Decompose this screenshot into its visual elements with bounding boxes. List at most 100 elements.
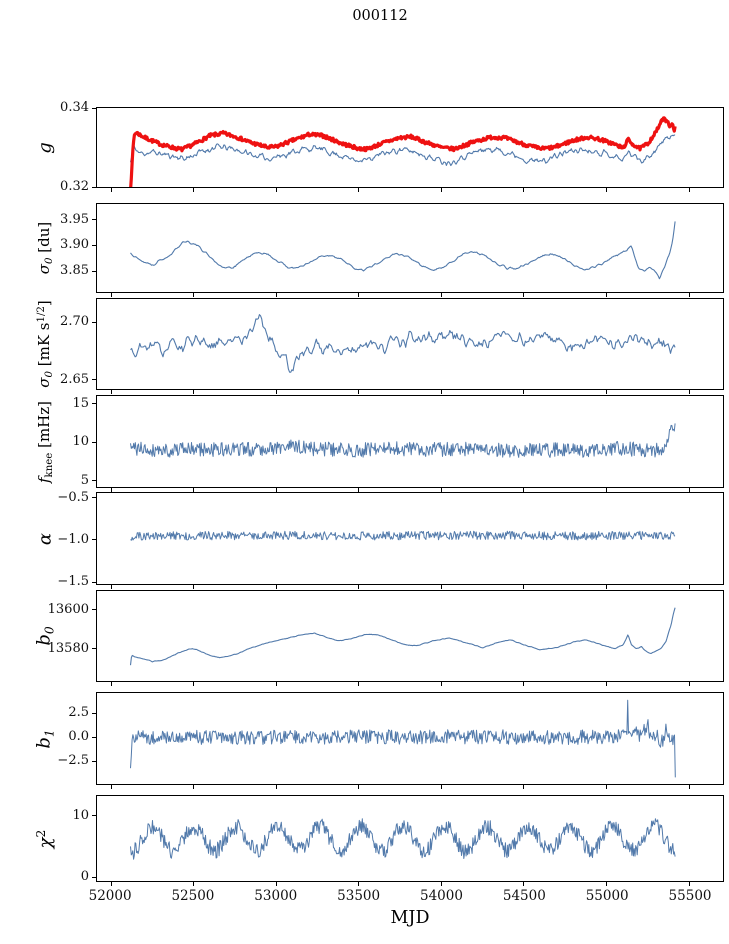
y-tick-label: 10 (72, 434, 89, 450)
y-axis-label-segment: α (34, 532, 56, 545)
y-axis-label-segment: b (33, 736, 55, 749)
x-tick-mark (275, 390, 277, 394)
x-tick-mark (523, 293, 525, 297)
y-axis-label-segment: χ (35, 836, 57, 848)
y-tick-mark (92, 441, 96, 443)
x-tick-mark (110, 488, 112, 492)
y-axis-label-segment: f (34, 476, 53, 483)
y-axis-label-segment: 0 (44, 371, 56, 378)
x-tick-mark (440, 882, 442, 886)
y-tick-label: 0.0 (68, 729, 89, 745)
fknee-series (130, 423, 676, 458)
figure-title: 000112 (352, 8, 408, 24)
x-tick-mark (440, 682, 442, 686)
x-axis-tick-labels: 52000 52500 53000 53500 54000 54500 55000 55500 (89, 888, 724, 906)
x-tick-mark (110, 585, 112, 589)
x-tick-mark (193, 488, 195, 492)
x-tick-mark (606, 785, 608, 789)
x-tick-mark (358, 188, 360, 192)
y-tick-mark (92, 270, 96, 272)
x-tick-label: 54500 (502, 888, 546, 904)
y-tick-mark (92, 107, 96, 109)
y-tick-label: 10 (72, 807, 89, 823)
y-axis-label-segment: 2 (33, 829, 48, 837)
plot-area-b0 (129, 607, 676, 666)
y-tick-mark (92, 581, 96, 583)
y-axis-label-segment: 0 (44, 257, 56, 264)
x-tick-mark (606, 293, 608, 297)
y-axis-label-segment: knee (44, 452, 56, 477)
g-red-series (129, 116, 677, 187)
y-tick-mark (92, 539, 96, 541)
y-axis-label-segment: [mK s (34, 322, 53, 372)
x-tick-mark (110, 785, 112, 789)
x-tick-mark (110, 390, 112, 394)
alpha-series (130, 530, 676, 541)
x-tick-mark (523, 488, 525, 492)
y-tick-mark (92, 219, 96, 221)
x-tick-mark (606, 585, 608, 589)
x-tick-label: 54000 (419, 888, 463, 904)
y-axis-label-segment: 0 (42, 626, 57, 635)
y-tick-label: 2.65 (60, 371, 89, 387)
plot-area-fknee (130, 423, 676, 458)
x-tick-mark (358, 585, 360, 589)
plot-area-chi2 (130, 818, 676, 860)
y-tick-label: 15 (72, 395, 89, 411)
y-tick-mark (92, 480, 96, 482)
x-tick-mark (358, 682, 360, 686)
x-tick-mark (193, 390, 195, 394)
x-tick-mark (688, 188, 690, 192)
x-tick-mark (523, 585, 525, 589)
panel-fknee: 15 10 5 fknee [mHz] (35, 395, 724, 492)
y-tick-label: −1.0 (57, 531, 89, 547)
y-tick-mark (92, 403, 96, 405)
x-tick-mark (523, 882, 525, 886)
x-tick-mark (523, 785, 525, 789)
x-tick-mark (358, 488, 360, 492)
x-tick-label: 53000 (254, 888, 298, 904)
panel-chi2: 10 0 χ2 (34, 795, 724, 886)
plot-area-g (129, 116, 677, 187)
y-tick-label: 2.5 (68, 705, 89, 721)
x-tick-mark (275, 882, 277, 886)
b1-series (130, 699, 676, 778)
x-axis-title: MJD (390, 908, 430, 928)
x-tick-mark (275, 682, 277, 686)
plot-area-b1 (130, 699, 676, 778)
y-tick-label: −1.5 (57, 574, 89, 590)
plot-area-sigma0-mk (130, 314, 676, 373)
b0-series (129, 607, 676, 666)
panel-b1: 2.5 0.0 −2.5 b1 (34, 692, 724, 789)
x-tick-mark (193, 882, 195, 886)
x-tick-mark (275, 785, 277, 789)
x-tick-mark (110, 682, 112, 686)
x-tick-mark (358, 390, 360, 394)
x-tick-mark (688, 293, 690, 297)
x-tick-mark (440, 785, 442, 789)
y-tick-label: 3.85 (60, 263, 89, 279)
x-tick-mark (193, 293, 195, 297)
y-axis-label-segment: 1/2 (35, 306, 47, 323)
x-tick-mark (688, 488, 690, 492)
x-tick-mark (523, 390, 525, 394)
y-tick-label: 3.90 (60, 237, 89, 253)
x-tick-mark (358, 785, 360, 789)
x-tick-mark (275, 585, 277, 589)
x-tick-mark (110, 293, 112, 297)
y-tick-mark (92, 760, 96, 762)
y-tick-label: 2.70 (60, 314, 89, 330)
x-tick-mark (440, 188, 442, 192)
y-tick-label: 0.32 (60, 179, 89, 194)
x-tick-mark (688, 882, 690, 886)
x-tick-mark (275, 488, 277, 492)
x-tick-label: 52500 (171, 888, 215, 904)
x-tick-mark (606, 882, 608, 886)
y-tick-mark (92, 712, 96, 714)
x-tick-label: 55000 (585, 888, 629, 904)
sigma0-mk-series (130, 314, 676, 373)
y-tick-label: −0.5 (57, 489, 89, 505)
y-axis-label-segment: σ (34, 263, 53, 275)
x-tick-mark (688, 585, 690, 589)
y-axis-label-segment: g (34, 141, 56, 154)
